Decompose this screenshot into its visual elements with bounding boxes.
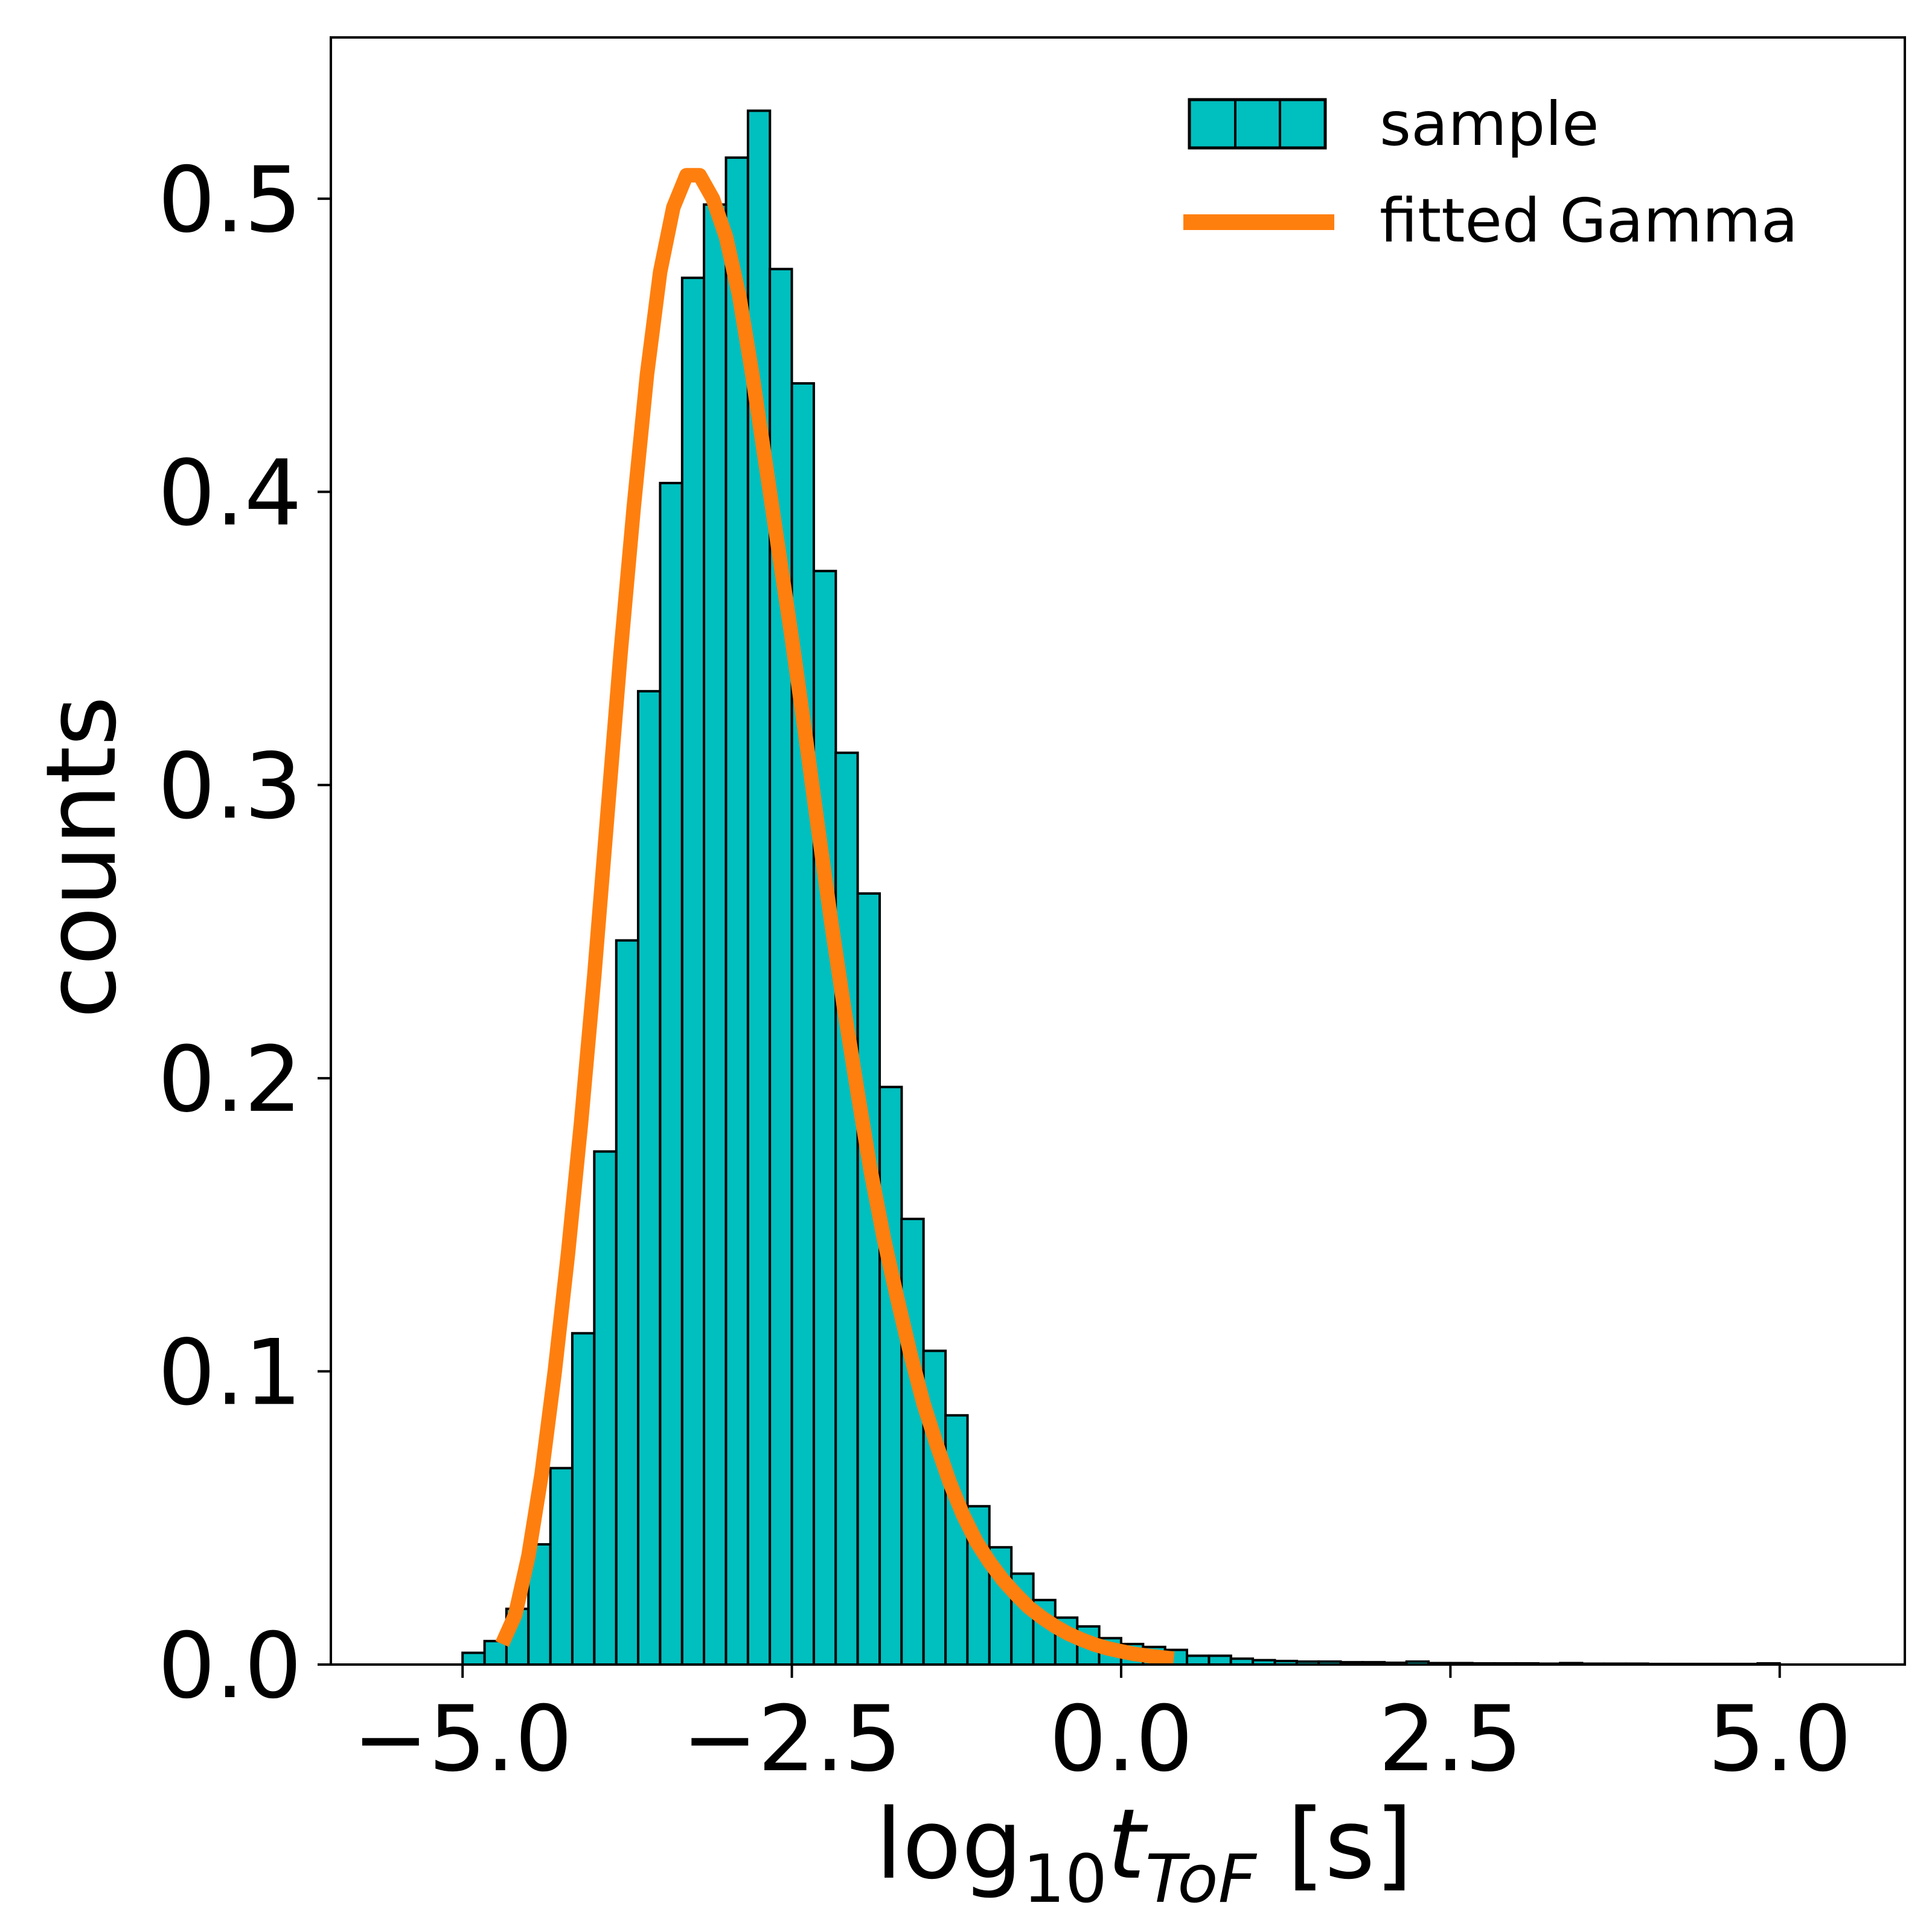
histogram-bar <box>834 751 859 1666</box>
histogram-bar <box>900 1217 925 1666</box>
histogram-bar <box>571 1332 596 1666</box>
x-axis-label-base: log <box>875 1788 1023 1901</box>
histogram-bar <box>680 277 706 1666</box>
legend-fitted-gamma-label: fitted Gamma <box>1380 185 1798 256</box>
x-tick-label: −5.0 <box>353 1687 572 1792</box>
histogram-bar <box>812 569 837 1666</box>
legend: sample fitted Gamma <box>1183 89 1798 256</box>
y-axis-label: counts <box>25 696 138 1019</box>
histogram-bar <box>878 1086 903 1666</box>
y-tick-label: 0.3 <box>158 734 302 839</box>
y-tick-label: 0.2 <box>158 1028 302 1133</box>
histogram-bar <box>659 482 683 1666</box>
x-axis-label-unit: [s] <box>1256 1788 1413 1901</box>
histogram-bar <box>790 382 815 1666</box>
histogram-bar <box>703 203 728 1666</box>
x-axis-label-sub: 10 <box>1023 1840 1107 1918</box>
y-axis-ticks: 0.0 0.1 0.2 0.3 0.4 0.5 <box>158 148 331 1719</box>
x-axis-ticks: −5.0 −2.5 0.0 2.5 5.0 <box>353 1665 1852 1792</box>
fitted-gamma-curve <box>495 168 1175 1666</box>
y-tick-label: 0.1 <box>158 1320 302 1425</box>
y-tick-label: 0.5 <box>158 148 302 253</box>
x-tick-label: −2.5 <box>682 1687 901 1792</box>
y-tick-label: 0.0 <box>158 1614 302 1719</box>
y-tick-label: 0.4 <box>158 441 302 546</box>
legend-sample-swatch <box>1188 98 1327 150</box>
histogram-bar <box>769 267 793 1666</box>
plot-frame <box>330 36 1906 1666</box>
histogram-bar <box>549 1467 574 1666</box>
fitted-curve-layer <box>495 168 1175 1666</box>
histogram-bar <box>856 892 881 1666</box>
x-tick-label: 2.5 <box>1378 1687 1523 1792</box>
histogram-bar <box>1186 1654 1211 1666</box>
histogram-bar <box>1208 1654 1232 1666</box>
histogram-bar <box>944 1414 969 1666</box>
x-axis-label-var-sub: ToF <box>1145 1840 1258 1918</box>
x-tick-label: 5.0 <box>1707 1687 1852 1792</box>
x-tick-label: 0.0 <box>1049 1687 1194 1792</box>
x-axis-label: log10tToF [s] <box>875 1788 1413 1918</box>
histogram-bar <box>615 939 640 1666</box>
histogram-bar <box>724 156 749 1666</box>
histogram-bar <box>636 689 662 1666</box>
histogram-bar <box>461 1651 486 1666</box>
histogram-bar <box>593 1150 618 1666</box>
x-axis-label-var: t <box>1107 1788 1148 1901</box>
histogram-bar <box>483 1640 508 1666</box>
legend-sample-label: sample <box>1380 89 1599 159</box>
